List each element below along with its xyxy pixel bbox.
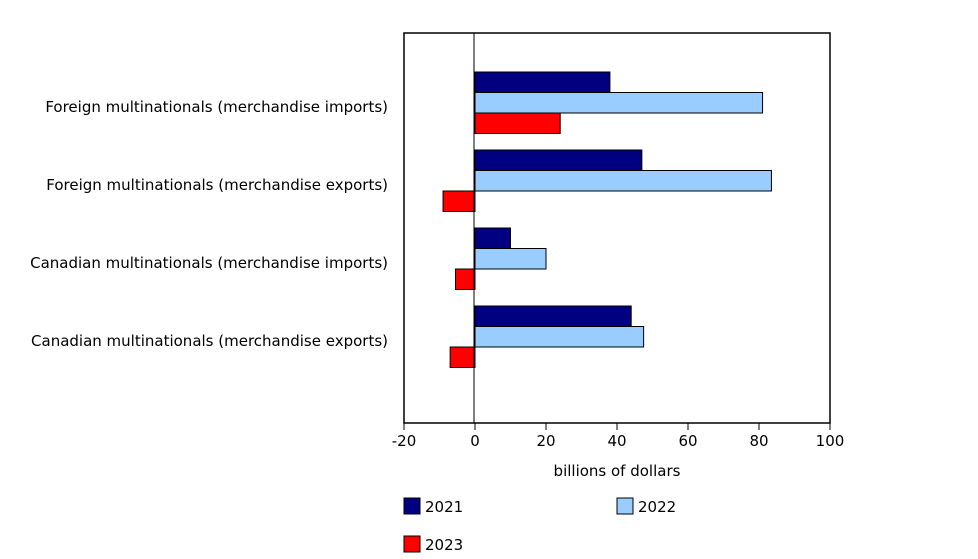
legend-item-2021: 2021 bbox=[403, 497, 463, 516]
legend-swatch-2021 bbox=[403, 497, 421, 515]
legend-item-2023: 2023 bbox=[403, 535, 463, 554]
bar-2022-category-3 bbox=[474, 326, 645, 348]
x-tick-label-3: 40 bbox=[607, 432, 626, 450]
legend-label-2023: 2023 bbox=[425, 536, 463, 554]
category-label-foreign-exports: Foreign multinationals (merchandise expo… bbox=[46, 176, 388, 194]
x-tick-label-4: 60 bbox=[678, 432, 697, 450]
x-axis-ticks bbox=[403, 423, 831, 430]
bar-2023-category-3 bbox=[449, 346, 476, 368]
bar-2022-category-1 bbox=[474, 170, 772, 192]
bars bbox=[442, 71, 772, 368]
category-label-canadian-exports: Canadian multinationals (merchandise exp… bbox=[31, 332, 388, 350]
legend-item-2022: 2022 bbox=[616, 497, 676, 516]
x-tick-label-2: 20 bbox=[536, 432, 555, 450]
bar-2022-category-2 bbox=[474, 248, 547, 270]
x-tick-label-5: 80 bbox=[749, 432, 768, 450]
bar-2021-category-2 bbox=[474, 227, 511, 249]
legend-label-2022: 2022 bbox=[638, 498, 676, 516]
category-labels: Foreign multinationals (merchandise impo… bbox=[30, 98, 388, 350]
category-label-canadian-imports: Canadian multinationals (merchandise imp… bbox=[30, 254, 388, 272]
legend-label-2021: 2021 bbox=[425, 498, 463, 516]
x-axis-tick-labels: -20 0 20 40 60 80 100 bbox=[392, 432, 845, 450]
legend-swatch-2023 bbox=[403, 535, 421, 553]
category-label-foreign-imports: Foreign multinationals (merchandise impo… bbox=[45, 98, 388, 116]
legend: 2021 2022 2023 bbox=[403, 497, 676, 554]
x-axis-label: billions of dollars bbox=[554, 462, 681, 480]
bar-2023-category-0 bbox=[474, 112, 561, 134]
legend-swatch-2022 bbox=[616, 497, 634, 515]
bar-2021-category-0 bbox=[474, 71, 611, 93]
x-tick-label-0: -20 bbox=[392, 432, 417, 450]
bar-2023-category-2 bbox=[454, 268, 476, 290]
bar-2022-category-0 bbox=[474, 92, 764, 114]
x-tick-label-6: 100 bbox=[816, 432, 845, 450]
bar-2021-category-1 bbox=[474, 149, 643, 171]
x-tick-label-1: 0 bbox=[470, 432, 480, 450]
bar-2023-category-1 bbox=[442, 190, 476, 212]
bar-2021-category-3 bbox=[474, 305, 632, 327]
